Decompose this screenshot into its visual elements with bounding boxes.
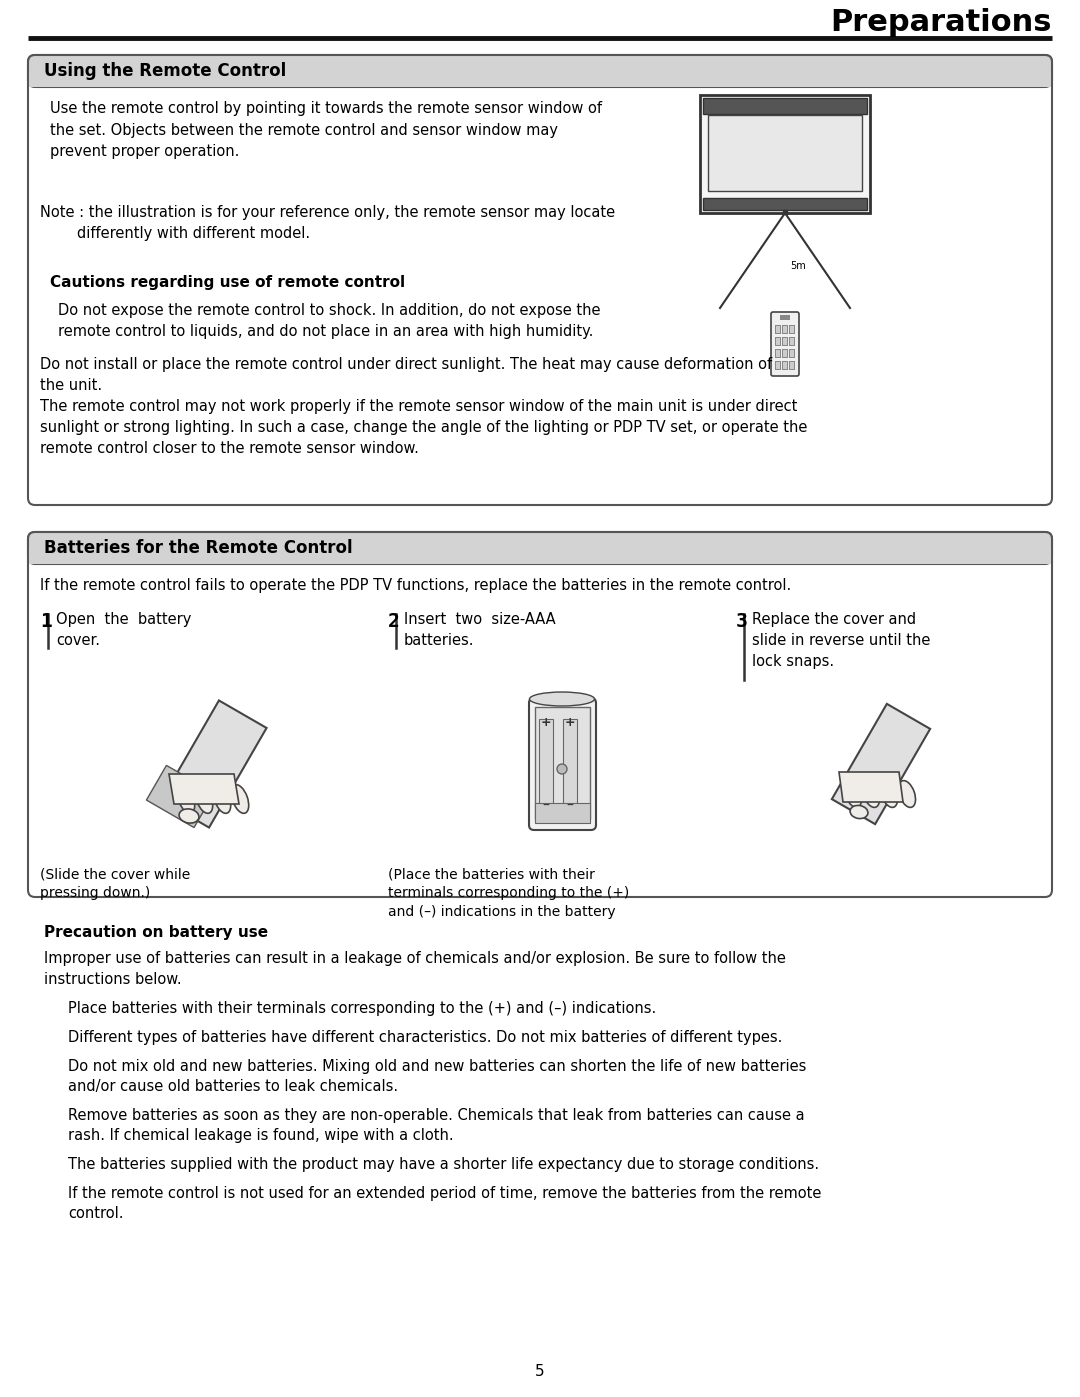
Polygon shape [161, 700, 267, 827]
Bar [782, 360, 787, 369]
Text: Do not expose the remote control to shock. In addition, do not expose the
remote: Do not expose the remote control to shoc… [58, 303, 600, 339]
Ellipse shape [863, 781, 879, 807]
FancyBboxPatch shape [28, 54, 1052, 504]
FancyBboxPatch shape [529, 698, 596, 830]
Text: +: + [565, 715, 576, 728]
Circle shape [557, 764, 567, 774]
Bar [535, 707, 590, 819]
Text: Cautions regarding use of remote control: Cautions regarding use of remote control [50, 275, 405, 291]
Text: Replace the cover and
slide in reverse until the
lock snaps.: Replace the cover and slide in reverse u… [752, 612, 930, 669]
Bar [775, 349, 780, 358]
Bar [789, 326, 794, 332]
Bar [535, 803, 590, 823]
Polygon shape [147, 766, 214, 827]
Text: (Place the batteries with their
terminals corresponding to the (+)
and (–) indic: (Place the batteries with their terminal… [388, 868, 630, 919]
Bar [782, 326, 787, 332]
Text: (Slide the cover while
pressing down.): (Slide the cover while pressing down.) [40, 868, 190, 900]
Bar [782, 337, 787, 345]
Text: Note : the illustration is for your reference only, the remote sensor may locate: Note : the illustration is for your refe… [40, 205, 616, 242]
Ellipse shape [195, 785, 213, 813]
Bar [789, 360, 794, 369]
Ellipse shape [899, 781, 916, 807]
Bar [539, 719, 553, 809]
Text: 5m: 5m [789, 261, 806, 271]
Polygon shape [832, 704, 930, 824]
Bar [29, 71, 1051, 87]
Bar [782, 349, 787, 358]
Bar [789, 337, 794, 345]
Ellipse shape [880, 781, 897, 807]
Text: +: + [541, 715, 551, 728]
Text: If the remote control fails to operate the PDP TV functions, replace the batteri: If the remote control fails to operate t… [40, 578, 792, 592]
Text: Remove batteries as soon as they are non-operable. Chemicals that leak from batt: Remove batteries as soon as they are non… [68, 1108, 805, 1143]
Text: 3: 3 [735, 612, 747, 631]
Text: If the remote control is not used for an extended period of time, remove the bat: If the remote control is not used for an… [68, 1186, 822, 1221]
Bar [782, 337, 787, 345]
Bar [789, 349, 794, 358]
Bar [775, 349, 780, 358]
Text: Do not install or place the remote control under direct sunlight. The heat may c: Do not install or place the remote contr… [40, 358, 808, 455]
Text: Using the Remote Control: Using the Remote Control [44, 61, 286, 80]
Text: Different types of batteries have different characteristics. Do not mix batterie: Different types of batteries have differ… [68, 1030, 782, 1045]
Bar [789, 360, 794, 369]
Text: Open  the  battery
cover.: Open the battery cover. [56, 612, 191, 648]
Text: Precaution on battery use: Precaution on battery use [44, 925, 268, 940]
Bar [708, 115, 862, 191]
Bar [29, 548, 1051, 564]
Text: Batteries for the Remote Control: Batteries for the Remote Control [44, 539, 353, 557]
Bar [775, 326, 780, 332]
Bar [700, 95, 870, 212]
Text: Preparations: Preparations [831, 8, 1052, 36]
Polygon shape [839, 773, 903, 802]
Bar [789, 326, 794, 332]
Text: Place batteries with their terminals corresponding to the (+) and (–) indication: Place batteries with their terminals cor… [68, 1002, 657, 1016]
FancyBboxPatch shape [28, 532, 1052, 897]
Bar [780, 314, 789, 320]
Bar [563, 719, 577, 809]
Bar [782, 360, 787, 369]
Ellipse shape [529, 692, 594, 705]
Bar [775, 337, 780, 345]
Bar [782, 326, 787, 332]
Ellipse shape [231, 785, 248, 813]
Ellipse shape [845, 781, 862, 807]
FancyBboxPatch shape [771, 312, 799, 376]
Text: 2: 2 [388, 612, 400, 631]
Ellipse shape [179, 809, 199, 823]
Bar [775, 337, 780, 345]
Ellipse shape [850, 806, 868, 819]
Bar [775, 360, 780, 369]
Text: –: – [567, 799, 573, 813]
Text: Insert  two  size-AAA
batteries.: Insert two size-AAA batteries. [404, 612, 555, 648]
Text: 5: 5 [536, 1363, 544, 1379]
Bar [703, 98, 867, 115]
Ellipse shape [213, 785, 231, 813]
Text: The batteries supplied with the product may have a shorter life expectancy due t: The batteries supplied with the product … [68, 1157, 819, 1172]
Bar [700, 95, 870, 212]
Bar [789, 349, 794, 358]
Text: –: – [542, 799, 550, 813]
Polygon shape [168, 774, 239, 805]
Text: Use the remote control by pointing it towards the remote sensor window of
the se: Use the remote control by pointing it to… [50, 101, 602, 159]
Bar [703, 98, 867, 115]
Ellipse shape [177, 785, 194, 813]
Text: Improper use of batteries can result in a leakage of chemicals and/or explosion.: Improper use of batteries can result in … [44, 951, 786, 988]
Bar [703, 198, 867, 210]
Text: Do not mix old and new batteries. Mixing old and new batteries can shorten the l: Do not mix old and new batteries. Mixing… [68, 1059, 807, 1094]
Bar [775, 326, 780, 332]
Bar [789, 337, 794, 345]
Bar [782, 349, 787, 358]
FancyBboxPatch shape [28, 54, 1052, 87]
Bar [775, 360, 780, 369]
Text: 1: 1 [40, 612, 52, 631]
FancyBboxPatch shape [28, 532, 1052, 564]
